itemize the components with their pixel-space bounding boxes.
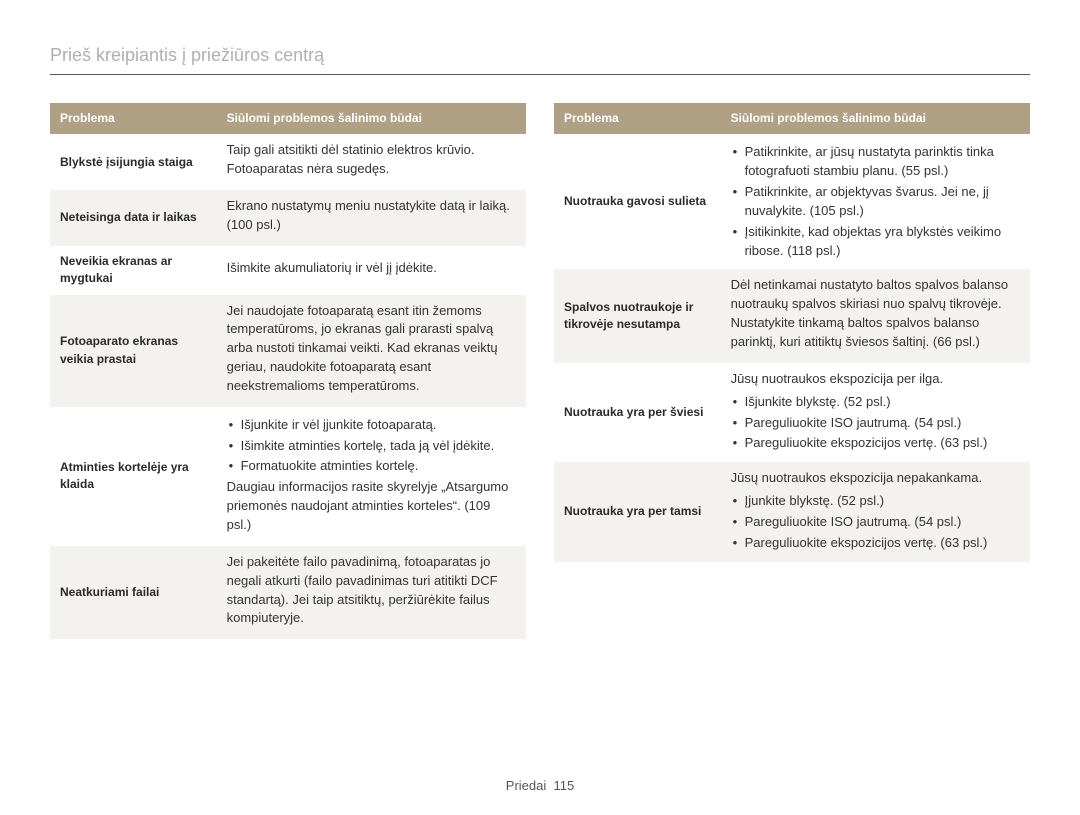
solution-item: Įjunkite blykstę. (52 psl.) bbox=[731, 492, 1020, 511]
footer-page-number: 115 bbox=[553, 778, 574, 793]
solution-item: Pareguliuokite ekspozicijos vertę. (63 p… bbox=[731, 434, 1020, 453]
troubleshoot-table-left: Problema Siūlomi problemos šalinimo būda… bbox=[50, 103, 526, 639]
table-row: Neveikia ekranas ar mygtukai Išimkite ak… bbox=[50, 246, 526, 295]
solution-cell: Patikrinkite, ar jūsų nustatyta parinkti… bbox=[721, 134, 1030, 269]
solution-item: Išjunkite ir vėl įjunkite fotoaparatą. bbox=[227, 416, 516, 435]
page-footer: Priedai 115 bbox=[0, 778, 1080, 793]
solution-list: Patikrinkite, ar jūsų nustatyta parinkti… bbox=[731, 143, 1020, 260]
right-column: Problema Siūlomi problemos šalinimo būda… bbox=[554, 103, 1030, 639]
problem-cell: Neteisinga data ir laikas bbox=[50, 190, 217, 246]
solution-cell: Jei naudojate fotoaparatą esant itin žem… bbox=[217, 295, 526, 407]
col-header-solution: Siūlomi problemos šalinimo būdai bbox=[217, 103, 526, 134]
problem-cell: Neveikia ekranas ar mygtukai bbox=[50, 246, 217, 295]
solution-item: Įsitikinkite, kad objektas yra blykstės … bbox=[731, 223, 1020, 261]
solution-text: Jei pakeitėte failo pavadinimą, fotoapar… bbox=[227, 553, 516, 628]
solution-text: Ekrano nustatymų meniu nustatykite datą … bbox=[227, 197, 516, 235]
table-row: Nuotrauka yra per šviesi Jūsų nuotraukos… bbox=[554, 363, 1030, 462]
solution-list: Išjunkite blykstę. (52 psl.) Pareguliuoki… bbox=[731, 393, 1020, 454]
solution-text: Dėl netinkamai nustatyto baltos spalvos … bbox=[731, 276, 1020, 351]
table-row: Neteisinga data ir laikas Ekrano nustaty… bbox=[50, 190, 526, 246]
col-header-problem: Problema bbox=[50, 103, 217, 134]
solution-item: Išjunkite blykstę. (52 psl.) bbox=[731, 393, 1020, 412]
solution-cell: Jei pakeitėte failo pavadinimą, fotoapar… bbox=[217, 546, 526, 639]
left-column: Problema Siūlomi problemos šalinimo būda… bbox=[50, 103, 526, 639]
table-row: Blykstė įsijungia staiga Taip gali atsit… bbox=[50, 134, 526, 190]
footer-section-label: Priedai bbox=[506, 778, 546, 793]
solution-item: Pareguliuokite ISO jautrumą. (54 psl.) bbox=[731, 513, 1020, 532]
solution-item: Patikrinkite, ar jūsų nustatyta parinkti… bbox=[731, 143, 1020, 181]
solution-cell: Išjunkite ir vėl įjunkite fotoaparatą. Iš… bbox=[217, 407, 526, 546]
solution-cell: Ekrano nustatymų meniu nustatykite datą … bbox=[217, 190, 526, 246]
solution-item: Pareguliuokite ekspozicijos vertę. (63 p… bbox=[731, 534, 1020, 553]
solution-item: Išimkite atminties kortelę, tada ją vėl … bbox=[227, 437, 516, 456]
content-columns: Problema Siūlomi problemos šalinimo būda… bbox=[50, 103, 1030, 639]
solution-text: Taip gali atsitikti dėl statinio elektro… bbox=[227, 141, 516, 179]
col-header-problem: Problema bbox=[554, 103, 721, 134]
problem-cell: Fotoaparato ekranas veikia prastai bbox=[50, 295, 217, 407]
solution-text: Jūsų nuotraukos ekspozicija nepakankama. bbox=[731, 469, 1020, 488]
problem-cell: Nuotrauka gavosi sulieta bbox=[554, 134, 721, 269]
solution-cell: Išimkite akumuliatorių ir vėl jį įdėkite… bbox=[217, 246, 526, 295]
solution-text: Išimkite akumuliatorių ir vėl jį įdėkite… bbox=[227, 259, 516, 278]
solution-list: Įjunkite blykstę. (52 psl.) Pareguliuokit… bbox=[731, 492, 1020, 553]
table-row: Nuotrauka yra per tamsi Jūsų nuotraukos … bbox=[554, 462, 1030, 561]
solution-list: Išjunkite ir vėl įjunkite fotoaparatą. Iš… bbox=[227, 416, 516, 477]
solution-cell: Taip gali atsitikti dėl statinio elektro… bbox=[217, 134, 526, 190]
solution-text: Daugiau informacijos rasite skyrelyje „A… bbox=[227, 478, 516, 535]
problem-cell: Nuotrauka yra per šviesi bbox=[554, 363, 721, 462]
table-row: Nuotrauka gavosi sulieta Patikrinkite, a… bbox=[554, 134, 1030, 269]
problem-cell: Nuotrauka yra per tamsi bbox=[554, 462, 721, 561]
solution-item: Formatuokite atminties kortelę. bbox=[227, 457, 516, 476]
page-title: Prieš kreipiantis į priežiūros centrą bbox=[50, 45, 1030, 75]
solution-cell: Jūsų nuotraukos ekspozicija per ilga. Išj… bbox=[721, 363, 1030, 462]
solution-item: Pareguliuokite ISO jautrumą. (54 psl.) bbox=[731, 414, 1020, 433]
solution-text: Jei naudojate fotoaparatą esant itin žem… bbox=[227, 302, 516, 396]
troubleshoot-table-right: Problema Siūlomi problemos šalinimo būda… bbox=[554, 103, 1030, 562]
problem-cell: Neatkuriami failai bbox=[50, 546, 217, 639]
solution-cell: Dėl netinkamai nustatyto baltos spalvos … bbox=[721, 269, 1030, 362]
problem-cell: Blykstė įsijungia staiga bbox=[50, 134, 217, 190]
table-row: Fotoaparato ekranas veikia prastai Jei n… bbox=[50, 295, 526, 407]
table-row: Atminties kortelėje yra klaida Išjunkite… bbox=[50, 407, 526, 546]
solution-cell: Jūsų nuotraukos ekspozicija nepakankama.… bbox=[721, 462, 1030, 561]
problem-cell: Spalvos nuotraukoje ir tikrovėje nesutam… bbox=[554, 269, 721, 362]
table-row: Spalvos nuotraukoje ir tikrovėje nesutam… bbox=[554, 269, 1030, 362]
solution-text: Jūsų nuotraukos ekspozicija per ilga. bbox=[731, 370, 1020, 389]
problem-cell: Atminties kortelėje yra klaida bbox=[50, 407, 217, 546]
table-row: Neatkuriami failai Jei pakeitėte failo p… bbox=[50, 546, 526, 639]
col-header-solution: Siūlomi problemos šalinimo būdai bbox=[721, 103, 1030, 134]
solution-item: Patikrinkite, ar objektyvas švarus. Jei … bbox=[731, 183, 1020, 221]
